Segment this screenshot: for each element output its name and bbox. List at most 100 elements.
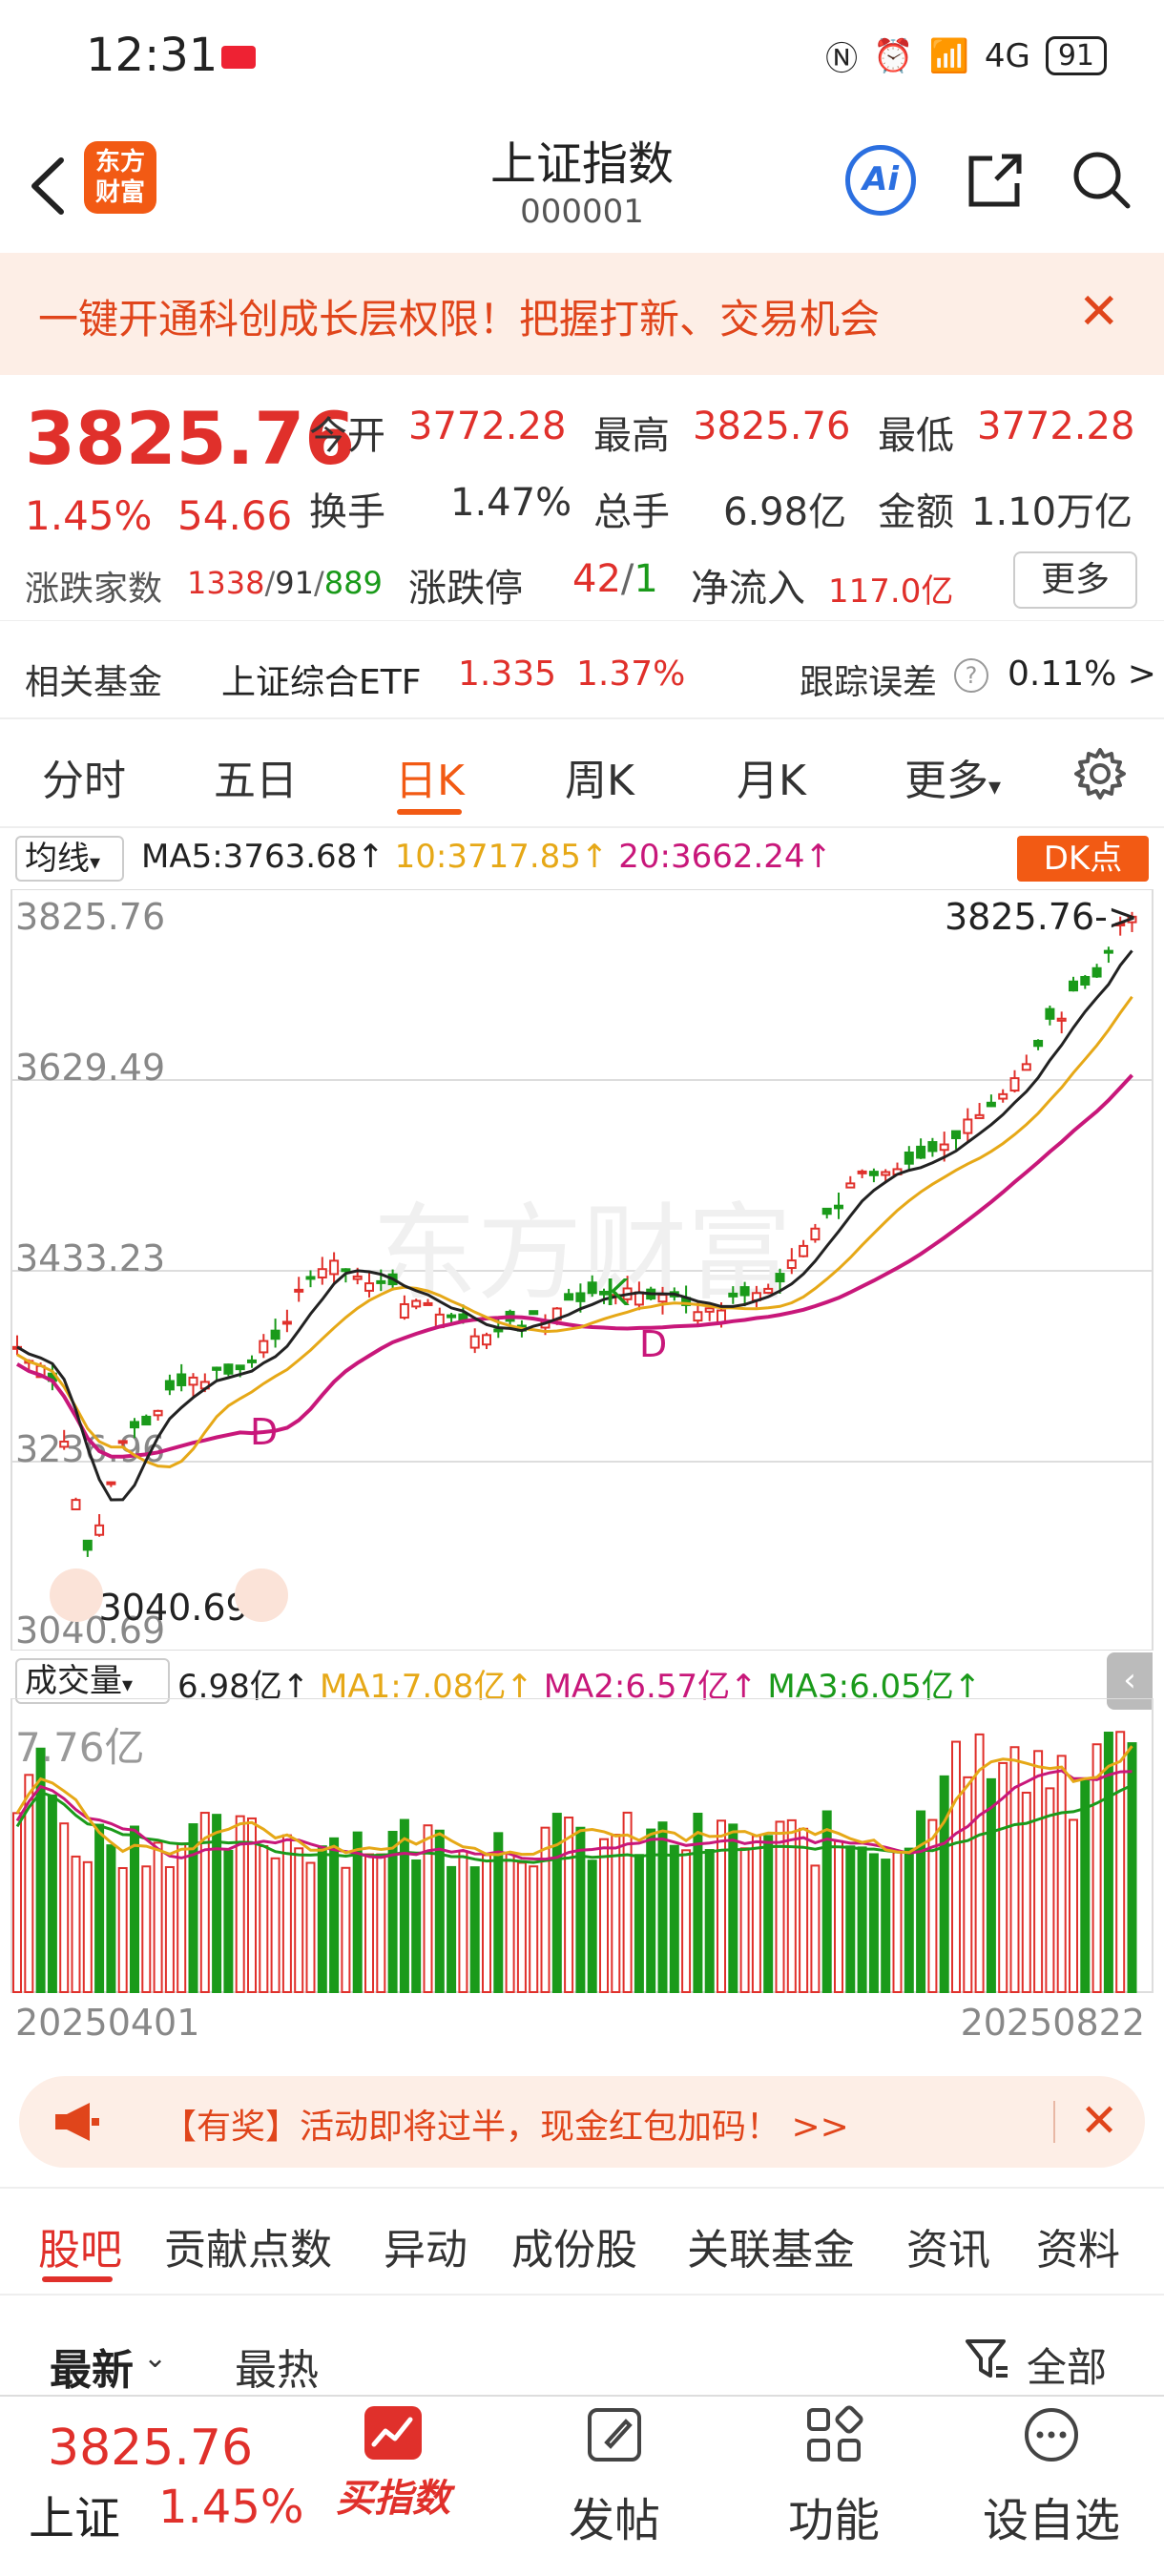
amount-value: 1.10万亿 bbox=[971, 490, 1133, 534]
candle bbox=[1009, 1077, 1020, 1092]
volume-bar bbox=[305, 1861, 316, 1993]
volume-bar bbox=[529, 1865, 539, 1993]
gear-icon[interactable] bbox=[1072, 746, 1128, 801]
volume-bar bbox=[247, 1817, 257, 1993]
volume-bar bbox=[951, 1740, 961, 1993]
more-dots-icon bbox=[1025, 2408, 1078, 2462]
tab-daily-k[interactable]: 日K bbox=[395, 757, 465, 805]
tab-more[interactable]: 更多▾ bbox=[904, 746, 1001, 807]
candle bbox=[587, 1281, 597, 1295]
volume-bar bbox=[728, 1823, 738, 1993]
filter-label[interactable]: 全部 bbox=[1027, 2344, 1108, 2391]
tab-movement[interactable]: 异动 bbox=[384, 2226, 468, 2275]
tab-guba[interactable]: 股吧 bbox=[38, 2226, 122, 2275]
volume-bar bbox=[611, 1834, 621, 1993]
volume-bar bbox=[317, 1845, 327, 1993]
divider bbox=[1053, 2101, 1055, 2143]
volume-select[interactable]: 成交量▾ bbox=[15, 1658, 170, 1704]
volume-bar bbox=[1091, 1743, 1102, 1993]
tracking-label: 跟踪误差 bbox=[800, 663, 938, 702]
tab-constituents[interactable]: 成份股 bbox=[511, 2226, 637, 2275]
more-button[interactable]: 更多 bbox=[1013, 551, 1137, 609]
tracking-value[interactable]: 0.11% > bbox=[1008, 654, 1156, 694]
volume-bar bbox=[693, 1813, 703, 1994]
status-time: 12:31 bbox=[86, 29, 218, 82]
netflow-value: 117.0亿 bbox=[828, 572, 954, 611]
function-button[interactable]: 功能 bbox=[748, 2404, 920, 2549]
fullscreen-icon[interactable] bbox=[235, 1568, 288, 1622]
candle bbox=[775, 1273, 785, 1283]
add-watchlist-button[interactable]: 设自选 bbox=[966, 2404, 1137, 2549]
volume-bar bbox=[482, 1854, 491, 1993]
candle bbox=[447, 1314, 457, 1319]
candle bbox=[739, 1286, 750, 1297]
candle bbox=[59, 1440, 70, 1448]
tab-contribution[interactable]: 贡献点数 bbox=[164, 2226, 332, 2275]
candle bbox=[376, 1279, 386, 1284]
tab-weekly-k[interactable]: 周K bbox=[565, 757, 634, 805]
volume-chart[interactable]: 7.76亿 bbox=[0, 1698, 1164, 1994]
candle bbox=[1045, 1008, 1055, 1020]
post-button[interactable]: 发帖 bbox=[529, 2404, 700, 2549]
candle bbox=[974, 1113, 985, 1119]
ai-assistant-button[interactable]: Ai bbox=[845, 145, 916, 216]
tab-news[interactable]: 资讯 bbox=[906, 2226, 990, 2275]
kline-chart[interactable]: 东方财富 3825.76 3629.49 3433.23 3236.96 304… bbox=[0, 889, 1164, 1651]
volume-ma3: MA3:6.05亿↑ bbox=[767, 1668, 982, 1706]
tab-five-day[interactable]: 五日 bbox=[214, 757, 298, 805]
tab-profile[interactable]: 资料 bbox=[1036, 2226, 1120, 2275]
collapse-icon[interactable]: ‹ bbox=[1107, 1652, 1153, 1710]
candle bbox=[845, 1182, 856, 1189]
volume-ma1-line bbox=[15, 1745, 1133, 1857]
tab-related-funds[interactable]: 关联基金 bbox=[687, 2226, 855, 2275]
candle bbox=[927, 1141, 938, 1153]
close-icon[interactable]: ✕ bbox=[1078, 283, 1120, 341]
sort-hot[interactable]: 最热 bbox=[235, 2346, 319, 2395]
high-value: 3825.76 bbox=[693, 405, 851, 448]
post-label: 发帖 bbox=[568, 2494, 660, 2547]
volume-bar bbox=[505, 1852, 515, 1993]
tab-underline bbox=[42, 2276, 113, 2282]
volume-bar bbox=[657, 1821, 668, 1993]
y-label-4: 3236.96 bbox=[15, 1428, 165, 1470]
stock-code: 000001 bbox=[520, 193, 644, 231]
buy-index-label: 买指数 bbox=[336, 2477, 450, 2521]
trend-icon bbox=[364, 2406, 422, 2460]
candle bbox=[868, 1171, 879, 1176]
dk-point-button[interactable]: DK点 bbox=[1017, 836, 1149, 882]
volume-ma1: MA1:7.08亿↑ bbox=[320, 1668, 533, 1706]
candle bbox=[153, 1409, 163, 1417]
ma-select-label: 均线 bbox=[25, 840, 90, 878]
edit-icon bbox=[588, 2408, 641, 2462]
ad-banner[interactable]: 【有奖】活动即将过半，现金红包加码！ >> ✕ bbox=[19, 2076, 1145, 2168]
candle bbox=[1103, 949, 1113, 954]
expand-icon[interactable] bbox=[50, 1568, 103, 1622]
fund-name[interactable]: 上证综合ETF bbox=[221, 663, 422, 702]
ma10-line bbox=[16, 995, 1133, 1469]
volume-bar bbox=[739, 1847, 750, 1993]
close-icon[interactable]: ✕ bbox=[1080, 2094, 1119, 2148]
tab-intraday[interactable]: 分时 bbox=[42, 757, 126, 805]
share-icon[interactable] bbox=[964, 149, 1027, 212]
back-icon[interactable] bbox=[25, 153, 73, 219]
volume-bar bbox=[376, 1853, 386, 1993]
caret-down-icon: ▾ bbox=[90, 851, 101, 875]
volume-bar bbox=[669, 1844, 679, 1993]
sort-latest[interactable]: 最新 bbox=[50, 2346, 134, 2395]
candle bbox=[106, 1481, 116, 1485]
buy-index-button[interactable]: 买指数 bbox=[307, 2404, 479, 2523]
volume-bar bbox=[881, 1859, 891, 1993]
volume-bar bbox=[411, 1859, 422, 1993]
volume-bar bbox=[270, 1857, 281, 1993]
search-icon[interactable] bbox=[1069, 147, 1133, 212]
low-value: 3772.28 bbox=[977, 405, 1135, 448]
ma-select[interactable]: 均线▾ bbox=[15, 836, 124, 882]
ma5-value: MA5:3763.68↑ bbox=[141, 838, 385, 876]
volume-bar bbox=[868, 1853, 879, 1993]
tab-monthly-k[interactable]: 月K bbox=[737, 757, 806, 805]
promo-banner[interactable]: 一键开通科创成长层权限！把握打新、交易机会 ✕ bbox=[0, 253, 1164, 375]
candle bbox=[575, 1292, 586, 1302]
chevron-down-icon[interactable]: ⌄ bbox=[143, 2341, 168, 2375]
filter-icon[interactable] bbox=[964, 2336, 1011, 2383]
help-icon[interactable]: ? bbox=[954, 658, 988, 693]
